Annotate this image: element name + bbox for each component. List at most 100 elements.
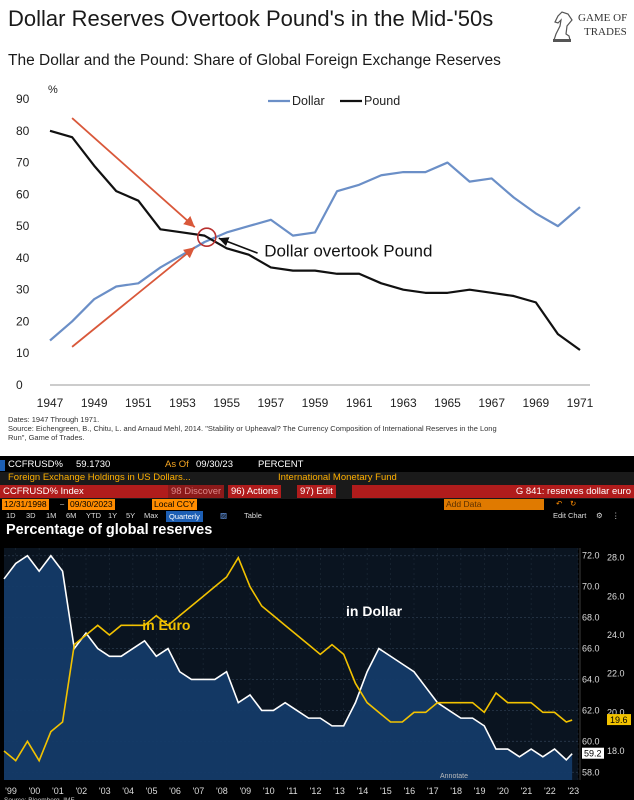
x-tick-label: '07 <box>193 786 205 796</box>
unit-label: PERCENT <box>258 459 304 470</box>
x-tick-label: '14 <box>357 786 369 796</box>
bloomberg-terminal-panel: CCFRUSD% 59.1730 As Of 09/30/23 PERCENT … <box>0 456 634 800</box>
x-tick-label: '01 <box>52 786 64 796</box>
table-button[interactable]: Table <box>244 511 262 520</box>
x-tick-label: '06 <box>169 786 181 796</box>
period-1m[interactable]: 1M <box>46 511 57 520</box>
x-tick-label: 1965 <box>434 396 461 410</box>
source-citation: Source: Eichengreen, B., Chitu, L. and A… <box>8 424 497 433</box>
terminal-period-row: 1D 3D 1M 6M YTD 1Y 5Y Max Quarterly ▨ Ta… <box>0 511 634 522</box>
refresh-icon[interactable]: ↻ <box>570 499 577 508</box>
ticker-symbol[interactable]: CCFRUSD% <box>8 459 63 470</box>
y-left-tick-label: 62.0 <box>582 705 600 715</box>
chart-subtitle: The Dollar and the Pound: Share of Globa… <box>8 52 501 69</box>
dollar-area <box>4 555 573 780</box>
logo-text-line1: GAME OF <box>578 12 628 24</box>
security-description: Foreign Exchange Holdings in US Dollars.… <box>8 472 191 483</box>
chart-source-footer: Source: Bloomberg, IMF <box>4 797 74 800</box>
top-panel: Dollar Reserves Overtook Pound's in the … <box>8 6 632 442</box>
game-of-trades-logo: GAME OF TRADES <box>548 6 632 46</box>
x-tick-label: 1953 <box>169 396 196 410</box>
period-max[interactable]: Max <box>144 511 159 520</box>
chart-type-icon[interactable]: ▨ <box>220 511 228 520</box>
period-1y[interactable]: 1Y <box>108 511 118 520</box>
x-tick-label: '05 <box>146 786 158 796</box>
y-tick-label: 70 <box>16 156 30 170</box>
frequency-select[interactable]: Quarterly <box>166 511 203 522</box>
series-line-dollar <box>49 161 581 342</box>
settings-icon[interactable]: ⚙ <box>596 511 603 520</box>
undo-icon[interactable]: ↶ <box>556 499 563 508</box>
y-right-tick-label: 18.0 <box>607 746 625 756</box>
edit-chart-button[interactable]: Edit Chart <box>553 511 587 520</box>
last-price: 59.1730 <box>76 459 111 470</box>
currency-select[interactable]: Local CCY <box>152 499 197 510</box>
x-tick-label: 1949 <box>81 396 108 410</box>
y-tick-label: 10 <box>16 346 30 360</box>
source-dates: Dates: 1947 Through 1971. <box>8 415 100 424</box>
x-tick-label: '15 <box>380 786 392 796</box>
y-right-tick-label: 20.0 <box>607 707 625 717</box>
y-tick-label: 20 <box>16 314 30 328</box>
annotation-arrow-pointer <box>218 237 258 254</box>
annotation-arrow-up <box>71 246 196 348</box>
x-tick-label: '99 <box>5 786 17 796</box>
y-left-tick-label: 68.0 <box>582 613 600 623</box>
x-tick-label: 1969 <box>522 396 549 410</box>
actions-button[interactable]: 96) Actions <box>228 485 281 498</box>
period-1d[interactable]: 1D <box>6 511 16 520</box>
x-tick-label: 1957 <box>257 396 284 410</box>
dollar-annotation: in Dollar <box>346 603 403 619</box>
x-tick-label: 1971 <box>567 396 594 410</box>
index-field[interactable]: CCFRUSD% Index <box>0 485 168 498</box>
y-right-tick-label: 28.0 <box>607 553 625 563</box>
chart-group-label: G 841: reserves dollar euro <box>352 485 634 498</box>
series-line-euro <box>3 555 573 763</box>
x-tick-label: '19 <box>474 786 486 796</box>
x-tick-label: '10 <box>263 786 275 796</box>
series-line-pound <box>49 129 581 351</box>
x-tick-label: '03 <box>99 786 111 796</box>
last-dollar-badge <box>582 747 604 759</box>
y-left-tick-label: 66.0 <box>582 644 600 654</box>
period-ytd[interactable]: YTD <box>86 511 101 520</box>
add-data-input[interactable]: Add Data <box>444 499 544 510</box>
last-dollar-value: 59.2 <box>584 749 602 759</box>
x-tick-label: '18 <box>450 786 462 796</box>
y-tick-label: 80 <box>16 124 30 138</box>
chart-title: Dollar Reserves Overtook Pound's in the … <box>8 6 494 31</box>
x-tick-label: '08 <box>216 786 228 796</box>
x-tick-label: 1951 <box>125 396 152 410</box>
y-left-tick-label: 72.0 <box>582 551 600 561</box>
more-icon[interactable]: ⋮ <box>612 511 620 520</box>
x-tick-label: '21 <box>521 786 533 796</box>
end-date-input[interactable]: 09/30/2023 <box>68 499 115 510</box>
y-tick-label: 90 <box>16 92 30 106</box>
y-axis-unit: % <box>48 85 58 96</box>
period-3d[interactable]: 3D <box>26 511 36 520</box>
edit-button[interactable]: 97) Edit <box>297 485 336 498</box>
last-euro-value: 19.6 <box>610 715 628 725</box>
date-range-separator: – <box>60 499 65 508</box>
y-left-tick-label: 64.0 <box>582 674 600 684</box>
period-5y[interactable]: 5Y <box>126 511 136 520</box>
last-euro-badge <box>607 714 631 726</box>
x-tick-label: 1955 <box>213 396 240 410</box>
start-date-input[interactable]: 12/31/1998 <box>2 499 49 510</box>
y-left-tick-label: 58.0 <box>582 767 600 777</box>
x-tick-label: '16 <box>403 786 415 796</box>
period-6m[interactable]: 6M <box>66 511 77 520</box>
x-tick-label: '12 <box>310 786 322 796</box>
x-tick-label: '00 <box>29 786 41 796</box>
x-tick-label: 1967 <box>478 396 505 410</box>
source-citation-cont: Run", Game of Trades. <box>8 433 85 442</box>
x-tick-label: '09 <box>239 786 251 796</box>
discover-button[interactable]: 98 Discover <box>168 485 225 498</box>
legend-label-dollar: Dollar <box>292 94 325 108</box>
y-tick-label: 60 <box>16 187 30 201</box>
x-tick-label: '20 <box>497 786 509 796</box>
x-tick-label: 1963 <box>390 396 417 410</box>
legend-label-pound: Pound <box>364 94 400 108</box>
terminal-range-row: 12/31/1998 – 09/30/2023 Local CCY Add Da… <box>0 499 634 511</box>
data-source: International Monetary Fund <box>278 472 397 483</box>
